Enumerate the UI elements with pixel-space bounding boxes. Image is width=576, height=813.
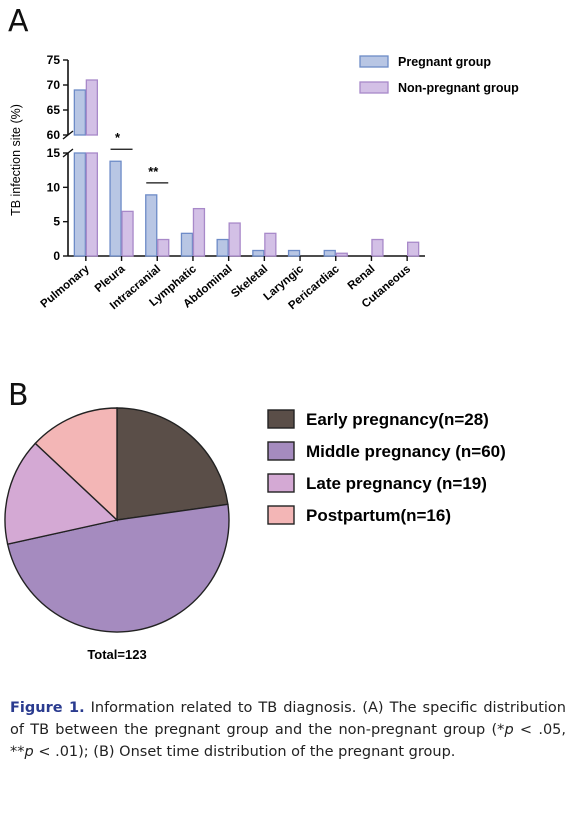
y-axis-label: TB infection site (%) bbox=[9, 104, 23, 216]
bar bbox=[85, 152, 98, 257]
bar bbox=[180, 232, 194, 257]
bar bbox=[264, 232, 277, 257]
y-tick-label: 60 bbox=[47, 128, 61, 142]
y-tick-label: 75 bbox=[47, 53, 61, 67]
legend-swatch bbox=[267, 441, 295, 461]
bar-break-gap bbox=[73, 136, 87, 152]
bar-break-gap bbox=[85, 136, 99, 152]
caption-p-2: p bbox=[24, 744, 34, 760]
bar bbox=[216, 238, 229, 257]
bar bbox=[109, 160, 122, 257]
legend-label: Middle pregnancy (n=60) bbox=[306, 442, 506, 461]
panel-label-b: B bbox=[8, 378, 29, 413]
bar bbox=[85, 79, 98, 136]
figure-caption: Figure 1. Information related to TB diag… bbox=[10, 697, 566, 763]
legend-label: Late pregnancy (n=19) bbox=[306, 474, 487, 493]
significance-label: ** bbox=[148, 164, 159, 179]
pie-slice bbox=[6, 503, 230, 633]
y-tick-label: 15 bbox=[47, 146, 61, 160]
bar bbox=[406, 241, 420, 257]
figure-number: Figure 1. bbox=[10, 700, 85, 716]
legend-label: Pregnant group bbox=[398, 55, 491, 69]
legend-swatch bbox=[267, 473, 295, 493]
bar bbox=[252, 249, 265, 257]
bar bbox=[192, 207, 206, 257]
bar bbox=[228, 222, 241, 257]
total-label: Total=123 bbox=[87, 647, 146, 662]
caption-p-1: p bbox=[504, 722, 514, 738]
legend-swatch bbox=[267, 409, 295, 429]
panel-label-a: A bbox=[8, 4, 29, 39]
bar bbox=[73, 89, 86, 136]
y-tick-label: 70 bbox=[47, 78, 61, 92]
caption-text-2: < .05, ** bbox=[10, 722, 566, 760]
pie-slice bbox=[4, 442, 119, 545]
bar bbox=[371, 238, 384, 257]
caption-text-1: Information related to TB diagnosis. (A)… bbox=[10, 700, 566, 738]
legend-swatch bbox=[359, 55, 389, 68]
x-tick-label: Pulmonary bbox=[39, 263, 93, 311]
bar bbox=[121, 210, 134, 257]
significance-label: * bbox=[115, 130, 121, 145]
pie-slice bbox=[34, 407, 118, 522]
legend-swatch bbox=[359, 81, 389, 94]
bar bbox=[287, 249, 301, 257]
bar bbox=[73, 152, 86, 257]
pie-chart-onset-time: Total=123 Early pregnancy(n=28) Middle pre… bbox=[4, 407, 506, 662]
legend-label: Postpartum(n=16) bbox=[306, 506, 451, 525]
x-tick-label: Renal bbox=[346, 263, 378, 292]
y-tick-label: 5 bbox=[53, 215, 60, 229]
legend-label: Early pregnancy(n=28) bbox=[306, 410, 489, 429]
bar bbox=[335, 252, 348, 257]
y-tick-label: 0 bbox=[53, 249, 60, 263]
bar bbox=[157, 238, 170, 257]
bar bbox=[145, 194, 158, 257]
bar bbox=[323, 249, 336, 257]
legend-swatch bbox=[267, 505, 295, 525]
legend-label: Non-pregnant group bbox=[398, 81, 519, 95]
caption-text-3: < .01); (B) Onset time distribution of t… bbox=[33, 744, 456, 760]
pie-slice bbox=[116, 407, 229, 521]
y-tick-label: 65 bbox=[47, 103, 61, 117]
bar-chart-tb-sites: 0 5 10 15 60 65 70 75 TB infection site (%) Pulmo… bbox=[9, 53, 519, 312]
y-tick-label: 10 bbox=[47, 180, 61, 194]
